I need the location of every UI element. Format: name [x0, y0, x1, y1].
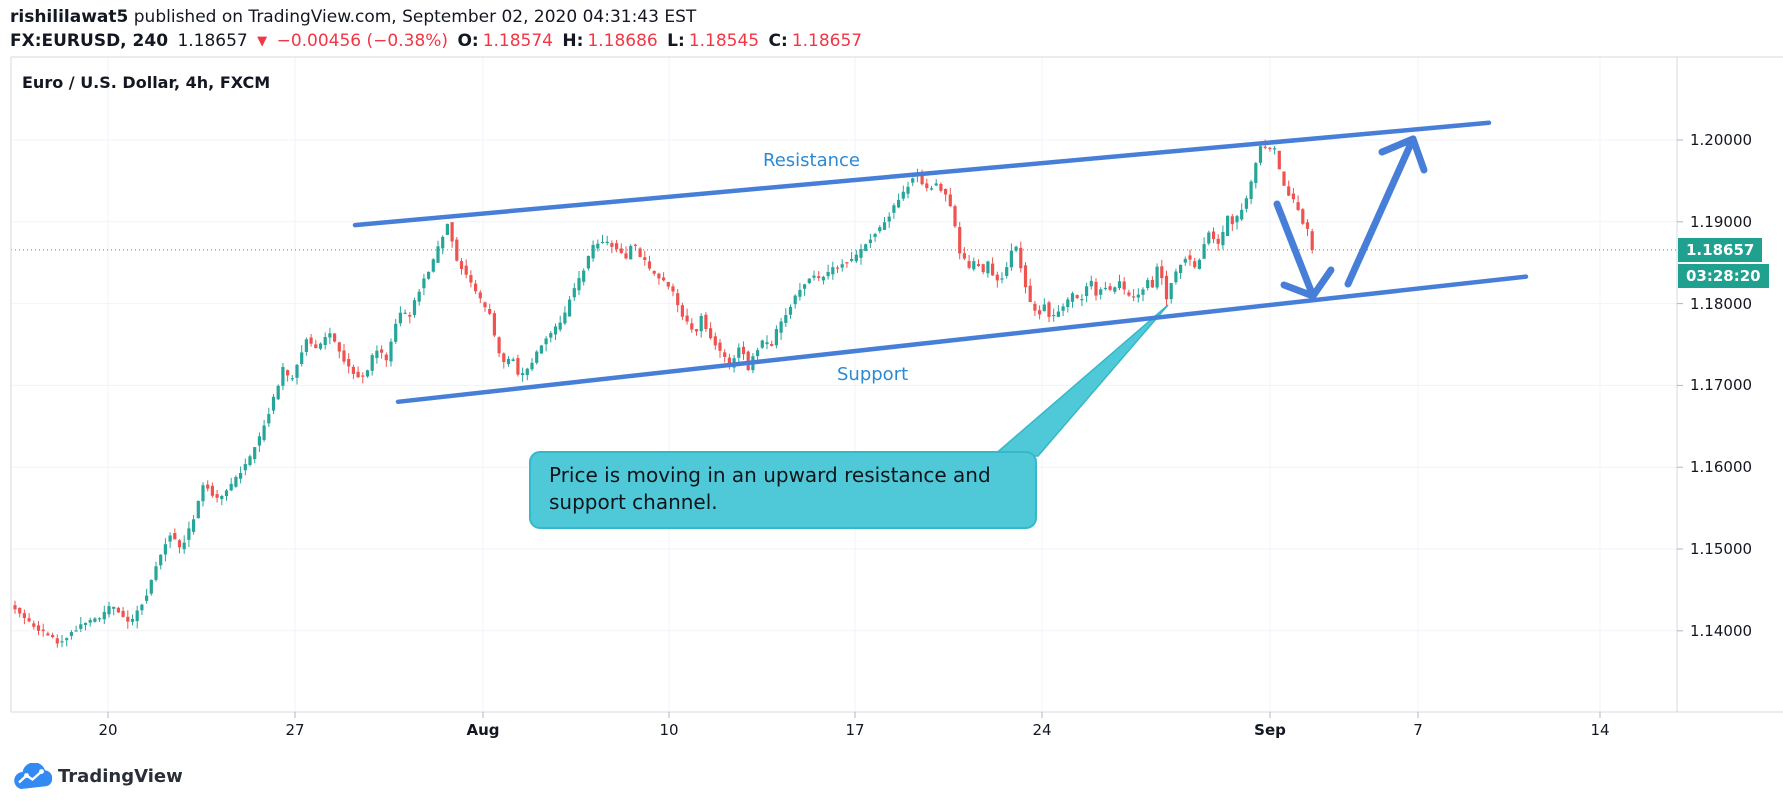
tradingview-watermark[interactable]: TradingView: [12, 763, 183, 790]
price-axis-label: 1.19000: [1690, 212, 1753, 231]
support-trendline[interactable]: [395, 274, 1529, 405]
publish-header: rishililawat5 published on TradingView.c…: [10, 7, 696, 27]
callout-drawing[interactable]: [529, 304, 1169, 529]
resistance-label[interactable]: Resistance: [763, 150, 860, 171]
resistance-trendline[interactable]: [352, 120, 1492, 228]
time-axis-label: Sep: [1254, 721, 1286, 739]
time-axis-label: Aug: [466, 721, 500, 739]
plot-borders: [10, 56, 1783, 718]
support-label[interactable]: Support: [837, 364, 909, 385]
symbol-status-line: FX:EURUSD, 240 1.18657 ▼ −0.00456 (−0.38…: [10, 31, 866, 51]
arrow-down-drawing[interactable]: [1273, 200, 1335, 300]
open-key: O:: [457, 31, 479, 51]
time-axis-label: 7: [1413, 721, 1423, 739]
close-value: 1.18657: [791, 31, 863, 51]
low-key: L:: [667, 31, 685, 51]
price-axis-label: 1.18000: [1690, 294, 1753, 313]
time-axis-label: 14: [1590, 721, 1610, 739]
price-axis-label: 1.20000: [1690, 131, 1753, 149]
tradingview-logo-text: TradingView: [58, 766, 183, 787]
bar-countdown-badge: 03:28:20: [1678, 264, 1769, 288]
time-axis-label: 17: [845, 721, 865, 739]
callout-text[interactable]: Price is moving in an upward resistance …: [549, 462, 991, 516]
open-value: 1.18574: [482, 31, 554, 51]
price-axis-label: 1.14000: [1690, 621, 1753, 640]
tradingview-cloud-logo-icon: [14, 763, 52, 789]
down-triangle-icon: ▼: [257, 34, 268, 49]
symbol-name[interactable]: FX:EURUSD, 240: [10, 31, 169, 51]
low-value: 1.18545: [688, 31, 760, 51]
candlesticks: [13, 139, 1314, 648]
price-axis-label: 1.17000: [1690, 376, 1753, 395]
price-axis-label: 1.15000: [1690, 540, 1753, 558]
author-name[interactable]: rishililawat5: [10, 7, 129, 27]
time-axis-label: 27: [285, 721, 305, 739]
price-change: −0.00456 (−0.38%): [276, 31, 449, 51]
close-key: C:: [768, 31, 788, 51]
time-axis-label: 20: [98, 721, 118, 739]
arrow-up-drawing[interactable]: [1344, 135, 1428, 288]
high-key: H:: [562, 31, 584, 51]
chart-legend-title: Euro / U.S. Dollar, 4h, FXCM: [22, 73, 271, 92]
price-axis-label: 1.16000: [1690, 458, 1753, 477]
callout-text-line2: support channel.: [549, 490, 718, 514]
callout-text-line1: Price is moving in an upward resistance …: [549, 463, 991, 487]
last-price-badge: 1.18657: [1678, 238, 1763, 262]
last-price: 1.18657: [177, 31, 248, 51]
time-axis-label: 10: [659, 721, 679, 739]
publish-info: published on TradingView.com, September …: [128, 7, 697, 27]
callout-box: [529, 451, 1037, 529]
high-value: 1.18686: [587, 31, 658, 51]
time-axis-label: 24: [1032, 721, 1052, 739]
